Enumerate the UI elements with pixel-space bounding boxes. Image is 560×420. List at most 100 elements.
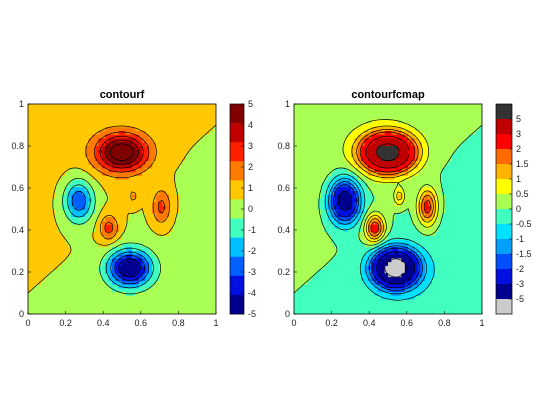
contour-cell bbox=[304, 295, 309, 300]
contour-cell bbox=[408, 209, 413, 214]
contour-cell bbox=[31, 134, 36, 139]
contour-cell bbox=[118, 227, 123, 233]
contour-cell bbox=[324, 310, 329, 314]
contour-cell bbox=[411, 265, 416, 270]
colorbar-tick-label: 5 bbox=[248, 99, 253, 109]
contour-cell bbox=[367, 276, 372, 281]
contour-cell bbox=[101, 310, 106, 314]
contour-cell bbox=[367, 197, 372, 203]
contour-cell bbox=[115, 257, 120, 263]
contour-cell bbox=[58, 104, 63, 109]
contour-cell bbox=[44, 141, 49, 146]
contour-cell bbox=[334, 299, 339, 304]
contour-cell bbox=[152, 272, 157, 278]
contour-cell bbox=[85, 130, 90, 135]
contour-cell bbox=[125, 137, 130, 143]
contour-cell bbox=[61, 130, 66, 135]
contour-cell bbox=[125, 231, 130, 236]
contour-cell bbox=[122, 149, 126, 154]
contour-cell bbox=[38, 227, 43, 233]
contour-cell bbox=[441, 276, 446, 281]
contour-cell bbox=[394, 250, 399, 255]
contour-cell bbox=[182, 111, 187, 116]
contour-cell bbox=[152, 299, 157, 304]
contour-cell bbox=[195, 246, 200, 251]
contour-cell bbox=[435, 224, 439, 229]
contour-cell bbox=[185, 284, 190, 289]
contour-cell bbox=[142, 261, 147, 266]
contour-cell bbox=[58, 299, 63, 304]
contour-cell bbox=[179, 160, 184, 165]
contour-cell bbox=[300, 250, 305, 255]
contour-cell bbox=[478, 220, 482, 225]
contour-cell bbox=[108, 231, 113, 236]
contour-cell bbox=[98, 295, 103, 300]
contour-cell bbox=[448, 302, 453, 308]
contour-cell bbox=[192, 152, 197, 158]
contour-cell bbox=[105, 216, 110, 221]
contour-cell bbox=[95, 201, 100, 206]
contour-cell bbox=[111, 111, 116, 116]
contour-cell bbox=[310, 284, 315, 289]
contour-cell bbox=[377, 209, 382, 214]
contour-cell bbox=[31, 179, 36, 184]
contour-cell bbox=[41, 287, 46, 293]
contour-cell bbox=[364, 231, 369, 236]
contour-cell bbox=[158, 269, 163, 274]
contour-cell bbox=[142, 167, 147, 173]
contour-cell bbox=[294, 272, 298, 278]
contour-cell bbox=[68, 280, 73, 285]
contour-cell bbox=[391, 209, 396, 214]
contour-cell bbox=[391, 220, 396, 225]
contour-cell bbox=[364, 302, 369, 308]
contour-cell bbox=[108, 145, 113, 150]
contour-cell bbox=[189, 186, 194, 191]
contour-cell bbox=[61, 254, 66, 259]
contour-cell bbox=[44, 179, 49, 184]
contour-cell bbox=[158, 291, 163, 296]
y-tick-label: 1 bbox=[19, 99, 24, 109]
contour-cell bbox=[428, 261, 433, 266]
contour-cell bbox=[388, 265, 392, 270]
contour-cell bbox=[351, 201, 356, 206]
contour-cell bbox=[310, 197, 315, 203]
contour-cell bbox=[205, 239, 210, 244]
contour-cell bbox=[371, 302, 376, 308]
contour-cell bbox=[44, 160, 49, 165]
contour-cell bbox=[98, 302, 103, 308]
contour-cell bbox=[41, 265, 46, 270]
contour-cell bbox=[377, 265, 382, 270]
contour-cell bbox=[428, 302, 433, 308]
contour-cell bbox=[155, 261, 160, 266]
contour-cell bbox=[48, 137, 53, 143]
contour-cell bbox=[344, 239, 349, 244]
contour-cell bbox=[68, 141, 73, 146]
contour-cell bbox=[404, 306, 409, 311]
contour-cell bbox=[451, 299, 456, 304]
contour-cell bbox=[81, 280, 86, 285]
contour-cell bbox=[148, 194, 153, 199]
contour-cell bbox=[398, 242, 403, 248]
contour-cell bbox=[118, 126, 123, 131]
contour-cell bbox=[202, 291, 207, 296]
contour-cell bbox=[475, 239, 480, 244]
contour-cell bbox=[135, 152, 140, 158]
contour-cell bbox=[64, 104, 69, 109]
contour-cell bbox=[118, 269, 123, 274]
contour-cell bbox=[205, 261, 210, 266]
contour-cell bbox=[307, 254, 312, 259]
contour-cell bbox=[111, 122, 116, 128]
contour-cell bbox=[128, 265, 133, 270]
contour-cell bbox=[192, 171, 197, 176]
contour-cell bbox=[158, 190, 163, 195]
contour-cell bbox=[421, 299, 426, 304]
contour-cell bbox=[132, 205, 137, 210]
contour-cell bbox=[169, 107, 173, 113]
contour-cell bbox=[185, 250, 190, 255]
contour-cell bbox=[61, 272, 66, 278]
contour-cell bbox=[209, 250, 214, 255]
contour-cell bbox=[64, 115, 69, 120]
contour-cell bbox=[128, 111, 133, 116]
contour-cell bbox=[172, 299, 177, 304]
contour-cell bbox=[314, 235, 319, 240]
